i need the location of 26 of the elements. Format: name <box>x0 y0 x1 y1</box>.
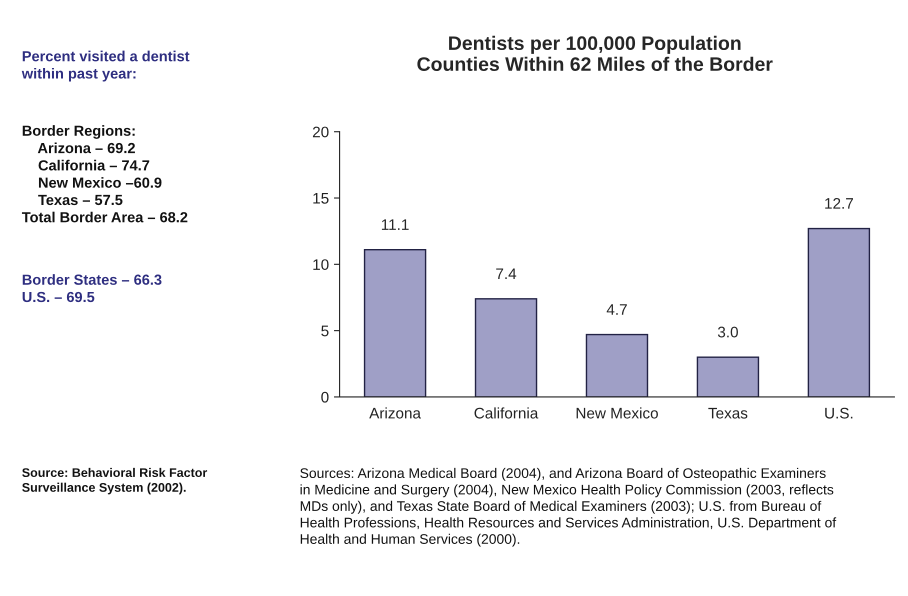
x-tick-label: Arizona <box>369 407 421 419</box>
y-tick-label: 10 <box>313 259 329 270</box>
x-tick-label: California <box>474 407 538 419</box>
bar <box>586 334 648 397</box>
text: 3.0 <box>718 326 738 338</box>
y-tick-label: 0 <box>321 392 329 403</box>
bar <box>808 228 870 397</box>
source-note: Sources: Arizona Medical Board (2004), and Arizona Board of Osteopathic Examiners in Medicine and Surgery (2004), New Mexico Health Policy Commission (2003, reflects MDs only), and Texas State Board of Medical Examiners (2003); U.S. from Bureau of Health Professions, Health Resources and Services Administration, U.S. Department of Health and Human Services (2000). <box>300 468 836 547</box>
x-tick-label: New Mexico <box>576 407 658 419</box>
bar <box>696 356 760 397</box>
source-note: Source: Behavioral Risk Factor Surveillance System (2002). <box>22 468 208 494</box>
x-tick-label: U.S. <box>825 408 852 419</box>
bar <box>474 298 538 397</box>
chart-title: Dentists per 100,000 Population Counties Within 62 Miles of the Border <box>417 36 773 71</box>
bar <box>364 249 426 397</box>
text: 4.7 <box>606 304 627 315</box>
text: Border Regions: Arizona – 69.2 California – 74.7 New Mexico –60.9 Texas – 57.5 Total Border Area – 68.2 <box>22 125 188 222</box>
text: Percent visited a dentist within past year: <box>22 50 190 82</box>
text: 11.1 <box>382 219 409 230</box>
text: 12.7 <box>825 198 854 209</box>
y-tick-label: 15 <box>313 193 329 204</box>
y-tick-label: 20 <box>312 126 329 138</box>
text: 7.4 <box>496 268 516 279</box>
x-tick-label: Texas <box>708 408 748 419</box>
text: Border States – 66.3 U.S. – 69.5 <box>22 274 162 302</box>
y-tick-label: 5 <box>321 326 329 336</box>
